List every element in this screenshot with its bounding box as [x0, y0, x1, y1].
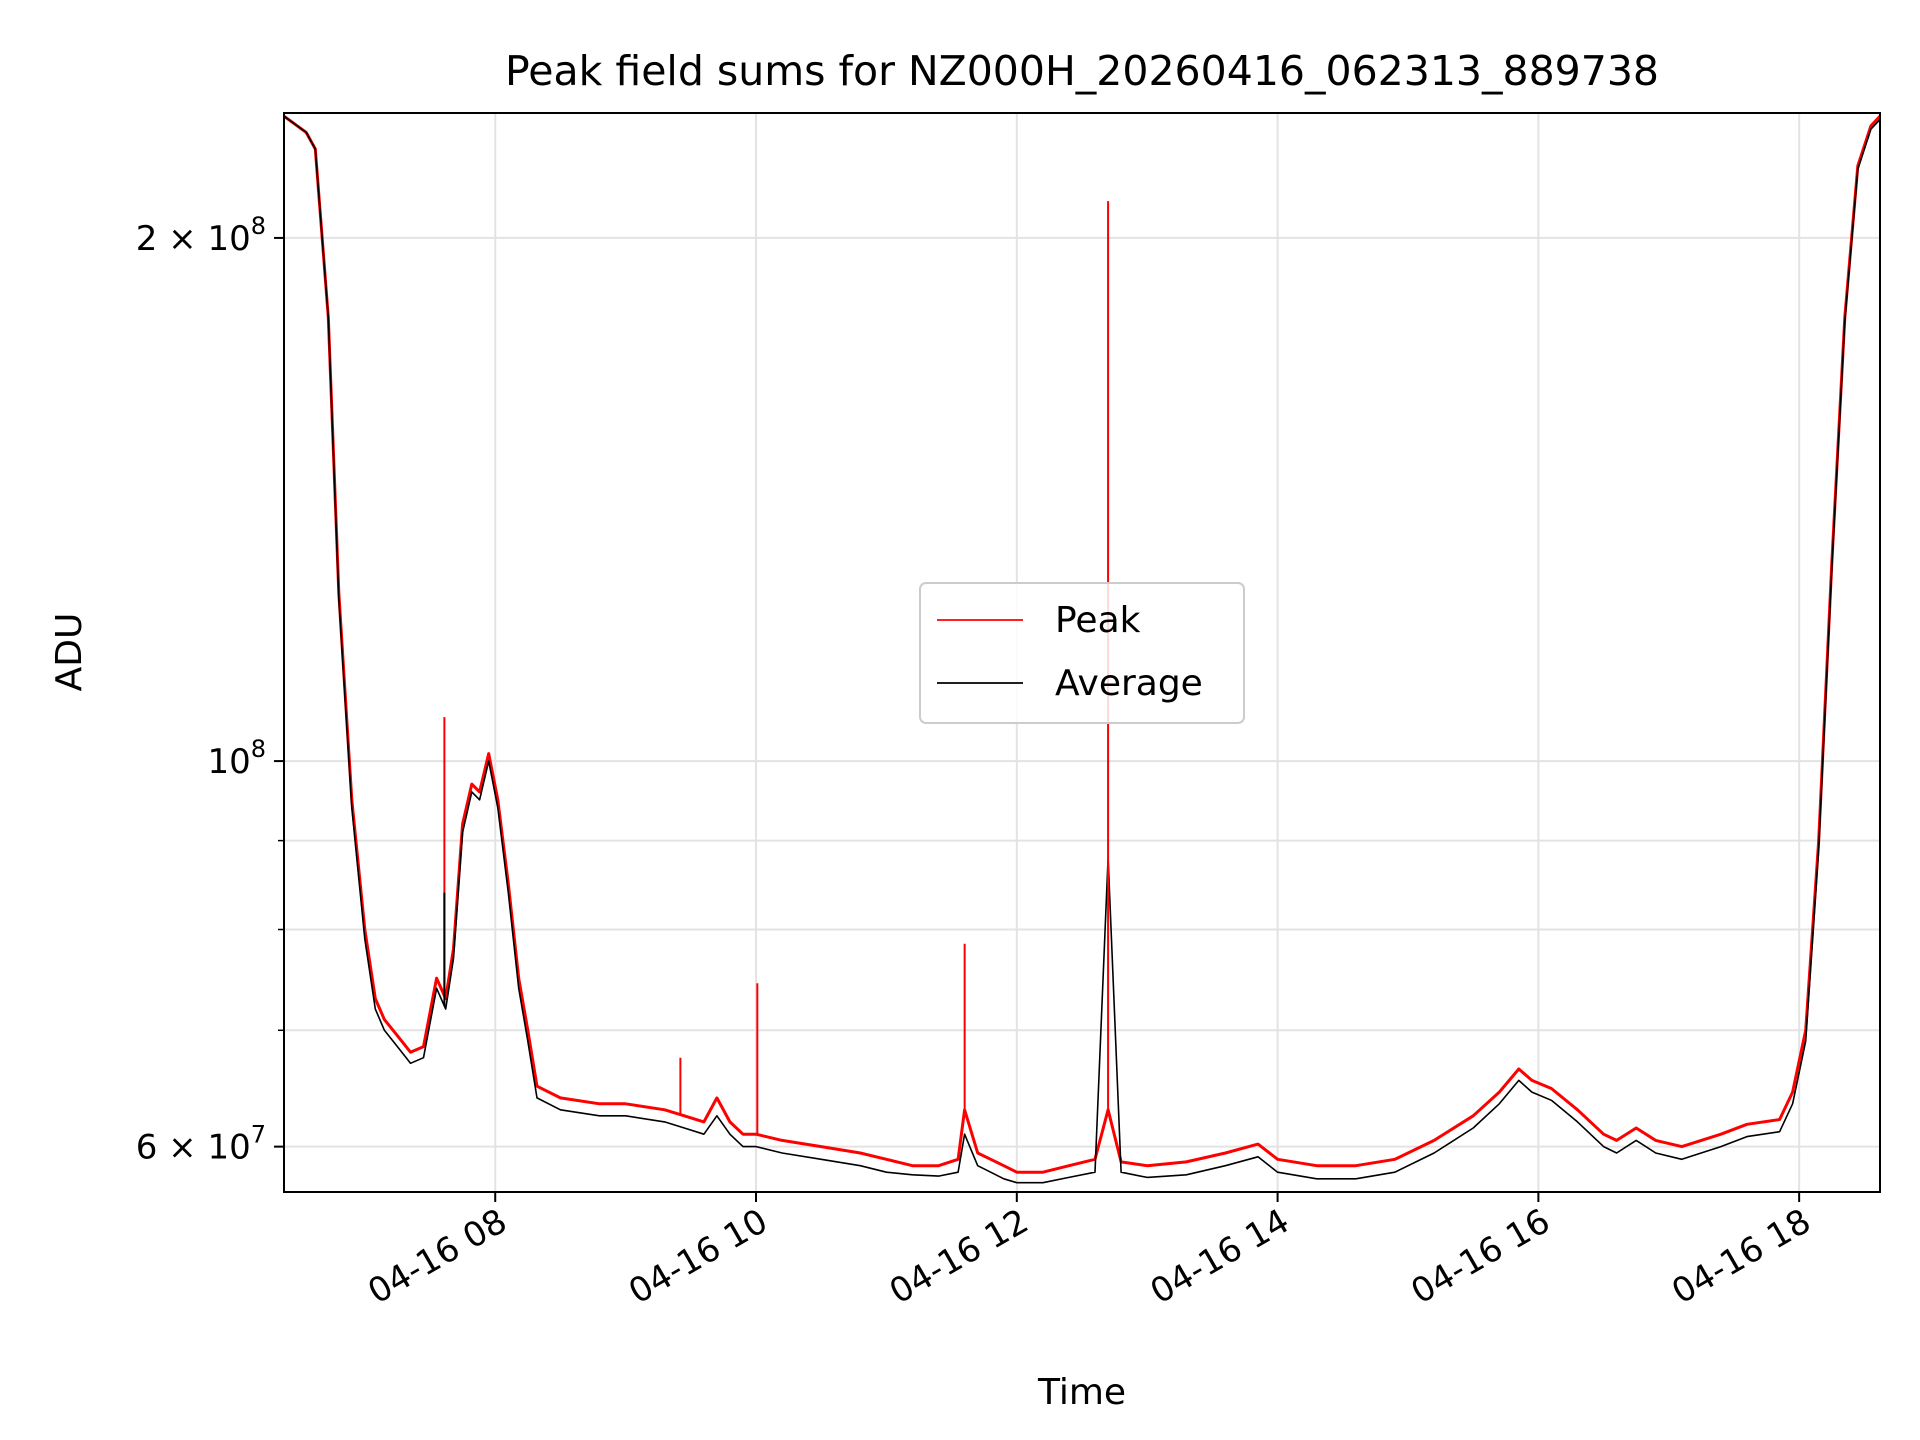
x-tick-label: 04-16 08	[361, 1201, 513, 1312]
legend-average-label: Average	[1055, 663, 1203, 704]
legend-box	[919, 582, 1245, 724]
legend-peak-label: Peak	[1055, 600, 1141, 641]
y-axis-label: ADU	[49, 613, 90, 692]
plot-frame	[283, 112, 1881, 1193]
series-layer	[283, 114, 1882, 1184]
x-tick-label: 04-16 10	[622, 1201, 774, 1312]
y-tick-label: 6 × 107	[136, 1121, 266, 1168]
legend: Peak Average	[919, 582, 1245, 724]
series-line-peak	[283, 114, 1882, 1174]
x-tick-label: 04-16 12	[883, 1201, 1035, 1312]
x-tick-label: 04-16 18	[1665, 1201, 1817, 1312]
y-tick-label: 2 × 108	[136, 212, 266, 259]
chart-title: Peak field sums for NZ000H_20260416_0623…	[505, 47, 1659, 95]
y-tick-label: 108	[207, 735, 266, 782]
series-line-average	[283, 115, 1881, 1184]
x-tick-label: 04-16 16	[1404, 1201, 1556, 1312]
x-tick-label: 04-16 14	[1144, 1201, 1296, 1312]
x-axis-label: Time	[1037, 1372, 1126, 1413]
grid-layer	[284, 113, 1880, 1192]
